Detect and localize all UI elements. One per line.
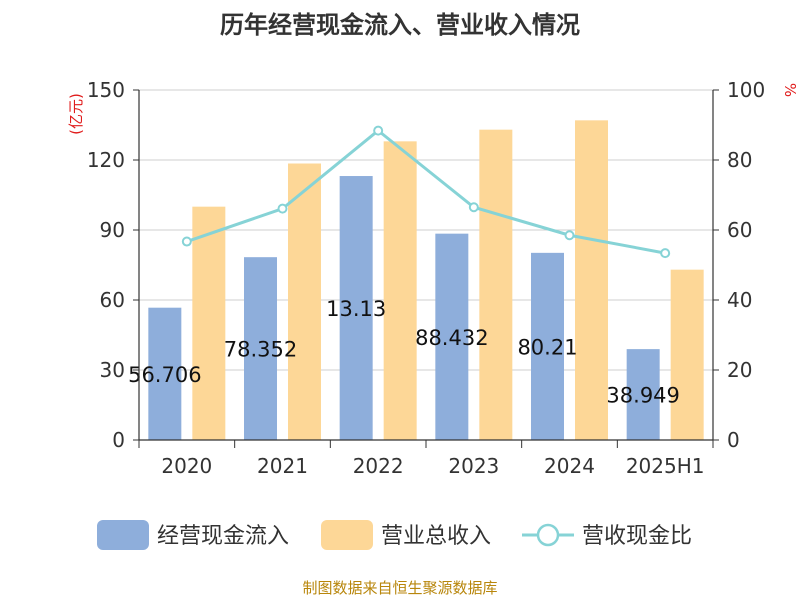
- ratio-point: [468, 202, 479, 213]
- data-labels-group: 56.706 78.352 13.13 88.432 80.21 38.949: [128, 297, 680, 408]
- left-axis-tick-label: 0: [112, 428, 125, 452]
- legend-swatch-revenue: [321, 520, 373, 550]
- bar-cash-inflow: [339, 176, 373, 440]
- bar-revenue: [479, 129, 513, 440]
- data-label-cash-inflow: 88.432: [415, 326, 488, 350]
- bar-cash-inflow: [531, 252, 564, 440]
- legend-label-ratio: 营收现金比: [582, 524, 692, 549]
- right-axis-tick-label: 60: [727, 218, 752, 242]
- legend-label-cash-inflow: 经营现金流入: [157, 524, 289, 549]
- bar-cash-inflow: [244, 257, 277, 440]
- right-axis-tick-label: 0: [727, 428, 740, 452]
- x-axis-tick-label: 2021: [257, 454, 308, 478]
- left-axis-tick-label: 120: [87, 148, 125, 172]
- data-label-cash-inflow: 80.21: [517, 335, 577, 359]
- data-label-cash-inflow: 38.949: [606, 384, 679, 408]
- x-axis-tick-label: 2025H1: [626, 454, 705, 478]
- bar-revenue: [383, 141, 417, 441]
- x-axis-tick-label: 2024: [544, 454, 595, 478]
- ratio-line: [186, 128, 666, 255]
- gridlines: [139, 89, 713, 371]
- left-axis-tick-label: 30: [100, 358, 125, 382]
- left-axis-tick-label: 90: [100, 218, 125, 242]
- right-axis-tick-label: 100: [727, 78, 765, 102]
- left-axis-unit: (亿元): [67, 93, 85, 135]
- left-axis-tick-label: 150: [87, 78, 125, 102]
- ratio-point: [277, 203, 288, 214]
- chart-title: 历年经营现金流入、营业收入情况: [220, 11, 580, 39]
- x-axis-tick-label: 2022: [353, 454, 404, 478]
- right-axis-tick-label: 40: [727, 288, 752, 312]
- ratio-point: [373, 125, 384, 136]
- ratio-point: [564, 230, 575, 241]
- right-axis-tick-label: 20: [727, 358, 752, 382]
- x-axis-tick-label: 2023: [448, 454, 499, 478]
- legend-label-revenue: 营业总收入: [381, 524, 491, 549]
- right-axis-tick-label: 80: [727, 148, 752, 172]
- bar-cash-inflow: [148, 307, 182, 440]
- legend-marker-ratio: [536, 523, 560, 547]
- source-note: 制图数据来自恒生聚源数据库: [302, 579, 497, 597]
- bar-series-group: [148, 120, 704, 441]
- bar-revenue: [575, 120, 608, 440]
- bar-revenue: [192, 206, 226, 440]
- bar-cash-inflow: [435, 233, 469, 440]
- line-series-group: [181, 125, 671, 259]
- data-label-cash-inflow: 13.13: [326, 297, 386, 321]
- legend-swatch-cash-inflow: [97, 520, 149, 550]
- axes-group: 0 30 60 90 120 150 0 20 40 60 80 100 2020 2021 2022 202…: [87, 78, 765, 478]
- ratio-point: [660, 248, 671, 259]
- ratio-point: [181, 236, 192, 247]
- left-axis-tick-label: 60: [100, 288, 125, 312]
- x-axis-tick-label: 2020: [161, 454, 212, 478]
- data-label-cash-inflow: 78.352: [224, 338, 297, 362]
- bar-revenue: [288, 163, 321, 440]
- legend: 经营现金流入 营业总收入 营收现金比: [97, 520, 692, 550]
- bar-cash-inflow: [626, 349, 660, 440]
- data-label-cash-inflow: 56.706: [128, 363, 201, 387]
- bar-revenue: [670, 269, 704, 440]
- right-axis-unit: %: [781, 83, 799, 97]
